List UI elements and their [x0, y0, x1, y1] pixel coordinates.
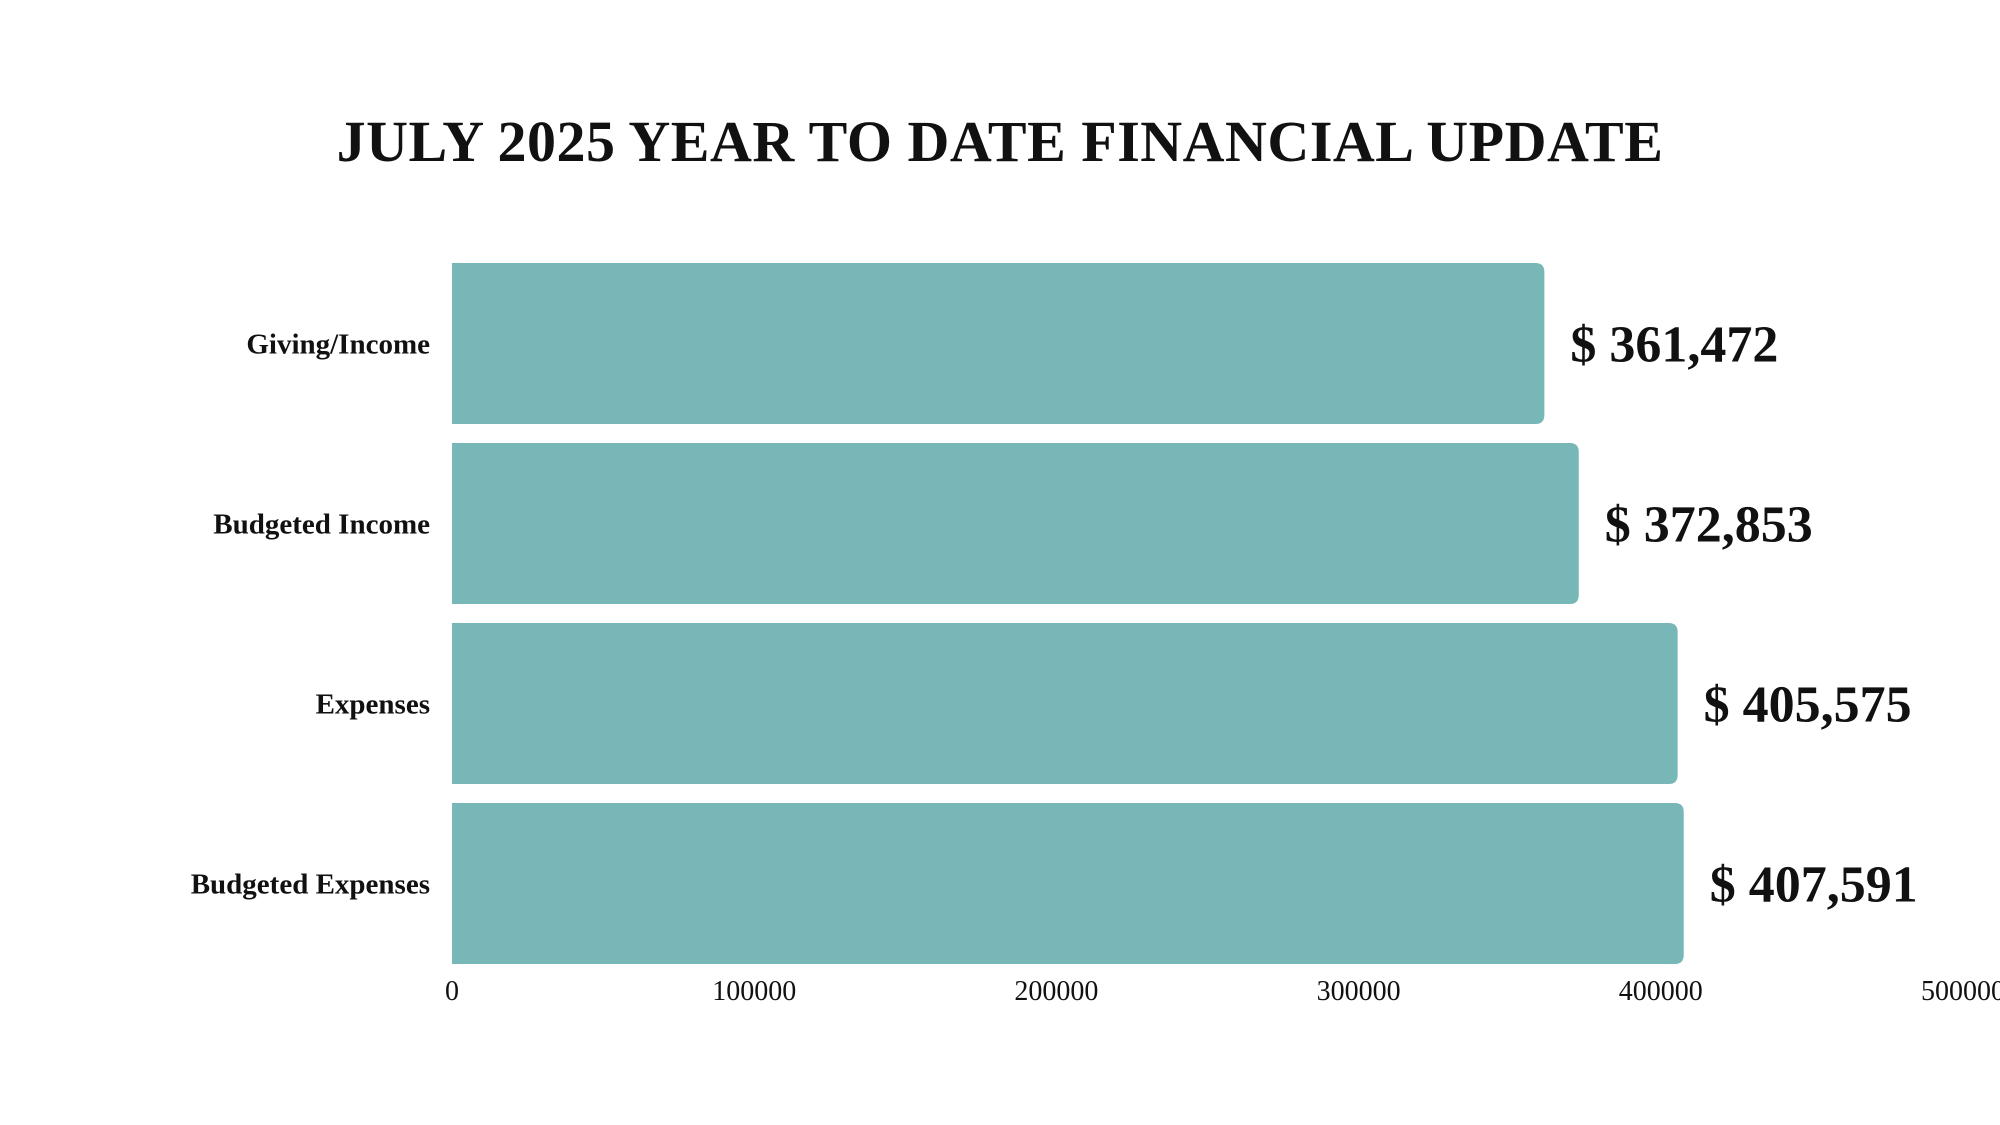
x-axis: 0 100000 200000 300000 400000 500000 — [445, 976, 2000, 1007]
bar-budgeted-income — [452, 443, 1579, 604]
bar-giving-income — [452, 263, 1545, 424]
value-labels-layer: $ 361,472 $ 372,853 $ 405,575 $ 407,591 — [1570, 317, 1917, 914]
value-label-giving-income: $ 361,472 — [1570, 317, 1778, 374]
bar-budgeted-expenses — [452, 803, 1684, 964]
bars-layer — [452, 263, 1684, 964]
x-tick-label: 100000 — [712, 976, 796, 1007]
x-tick-label: 200000 — [1014, 976, 1098, 1007]
value-label-expenses: $ 405,575 — [1704, 677, 1912, 734]
x-tick-label: 500000 — [1921, 976, 2000, 1007]
category-label-giving-income: Giving/Income — [246, 329, 430, 361]
x-tick-label: 0 — [445, 976, 459, 1007]
x-tick-label: 300000 — [1317, 976, 1401, 1007]
chart-title: JULY 2025 YEAR TO DATE FINANCIAL UPDATE — [336, 109, 1664, 174]
category-label-budgeted-income: Budgeted Income — [213, 509, 430, 541]
category-label-budgeted-expenses: Budgeted Expenses — [191, 869, 430, 901]
category-labels-layer: Giving/Income Budgeted Income Expenses Budg… — [191, 329, 430, 901]
value-label-budgeted-income: $ 372,853 — [1605, 497, 1813, 554]
category-label-expenses: Expenses — [316, 689, 430, 721]
bar-expenses — [452, 623, 1678, 784]
value-label-budgeted-expenses: $ 407,591 — [1710, 857, 1918, 914]
x-tick-label: 400000 — [1619, 976, 1703, 1007]
